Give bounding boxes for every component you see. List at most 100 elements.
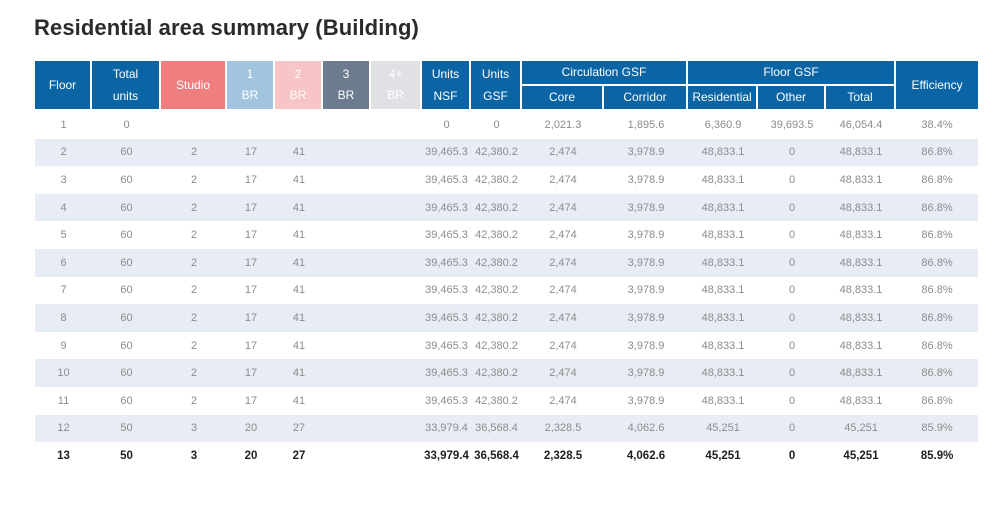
cell-corridor: 3,978.9 xyxy=(627,284,665,297)
table-row[interactable]: 4 60 2 17 41 39,465.3 42,380.2 2,474 3,978.9 48,8… xyxy=(35,193,979,222)
cell-units-nsf: 33,979.4 xyxy=(422,414,471,443)
cell-corridor: 3,978.9 xyxy=(627,339,665,352)
cell-1br: 20 xyxy=(227,442,275,471)
cell-efficiency: 86.8% xyxy=(896,138,979,167)
col-header-residential[interactable]: Residential xyxy=(688,86,759,111)
cell-units-gsf: 42,380.2 xyxy=(471,359,522,387)
cell-floor: 6 xyxy=(35,248,92,277)
col-header-units-gsf[interactable]: Units GSF xyxy=(471,61,522,111)
table-row[interactable]: 12 50 3 20 27 33,979.4 36,568.4 2,328.5 4,062.6 4… xyxy=(35,414,979,443)
col-header-floor[interactable]: Floor xyxy=(35,61,92,111)
cell-units-gsf: 36,568.4 xyxy=(471,442,522,471)
cell-residential: 48,833.1 xyxy=(688,193,759,222)
cell-units-nsf: 39,465.3 xyxy=(425,339,468,352)
cell-units-gsf: 42,380.2 xyxy=(471,138,522,167)
cell-floor: 7 xyxy=(60,284,67,297)
table-row[interactable]: 1 0 0 0 2,021.3 1,895.6 6,360.9 39,693.5 46,054.… xyxy=(35,111,978,139)
cell-floor: 2 xyxy=(35,138,92,167)
cell-units-nsf: 39,465.3 xyxy=(422,304,471,332)
cell-3br xyxy=(323,304,371,332)
cell-other: 0 xyxy=(788,173,796,186)
cell-1br: 17 xyxy=(227,304,275,332)
cell-corridor: 3,978.9 xyxy=(604,138,689,167)
cell-studio: 2 xyxy=(161,359,227,387)
col-header-2br-bottom: BR xyxy=(289,88,307,102)
col-header-1br[interactable]: 1 BR xyxy=(227,61,275,111)
cell-floor: 10 xyxy=(35,359,92,387)
cell-floor: 3 xyxy=(60,173,67,186)
col-header-corridor[interactable]: Corridor xyxy=(604,86,689,111)
cell-floor: 8 xyxy=(35,304,92,332)
cell-total-units: 60 xyxy=(92,359,161,387)
col-header-4plus-br[interactable]: 4+ BR xyxy=(371,61,422,111)
col-header-efficiency[interactable]: Efficiency xyxy=(896,61,979,111)
cell-2br: 27 xyxy=(275,414,323,443)
cell-core: 2,328.5 xyxy=(522,442,604,471)
cell-units-gsf: 42,380.2 xyxy=(475,394,518,407)
col-header-1br-bottom: BR xyxy=(241,88,259,102)
cell-total: 48,833.1 xyxy=(839,284,883,297)
cell-residential: 48,833.1 xyxy=(701,173,745,186)
col-header-2br[interactable]: 2 BR xyxy=(275,61,323,111)
cell-total: 48,833.1 xyxy=(839,394,883,407)
table-row[interactable]: 2 60 2 17 41 39,465.3 42,380.2 2,474 3,978.9 48,8… xyxy=(35,138,979,167)
residential-summary-table: Floor Total units Studio 1 BR 2 BR 3 BR 4+ B… xyxy=(35,61,979,471)
table-row[interactable]: 7 60 2 17 41 39,465.3 42,380.2 2,474 3,978.9 48,8… xyxy=(35,277,978,305)
col-header-total-units[interactable]: Total units xyxy=(92,61,161,111)
cell-units-nsf: 39,465.3 xyxy=(425,284,468,297)
cell-floor: 5 xyxy=(60,229,67,242)
cell-1br: 17 xyxy=(244,394,258,407)
cell-corridor: 3,978.9 xyxy=(604,359,689,387)
cell-3br xyxy=(323,414,371,443)
cell-3br xyxy=(323,111,371,139)
cell-units-nsf: 39,465.3 xyxy=(425,229,468,242)
cell-3br xyxy=(323,248,371,277)
cell-efficiency: 86.8% xyxy=(921,339,953,352)
table-row[interactable]: 5 60 2 17 41 39,465.3 42,380.2 2,474 3,978.9 48,8… xyxy=(35,221,978,249)
table-row[interactable]: 11 60 2 17 41 39,465.3 42,380.2 2,474 3,978.9 48,… xyxy=(35,387,978,415)
cell-4plus-br xyxy=(371,111,422,139)
cell-core: 2,328.5 xyxy=(522,414,604,443)
table-row[interactable]: 3 60 2 17 41 39,465.3 42,380.2 2,474 3,978.9 48,8… xyxy=(35,166,978,194)
cell-core: 2,474 xyxy=(522,138,604,167)
cell-4plus-br xyxy=(371,414,422,443)
cell-units-gsf: 0 xyxy=(493,118,500,131)
cell-studio: 2 xyxy=(161,193,227,222)
cell-studio: 2 xyxy=(190,229,198,242)
col-header-total-units-label: Total units xyxy=(112,67,139,103)
total-row[interactable]: 13 50 3 20 27 33,979.4 36,568.4 2,328.5 4,062.6 4… xyxy=(35,442,979,471)
cell-total-units: 0 xyxy=(123,118,130,131)
cell-efficiency: 86.8% xyxy=(896,193,979,222)
cell-2br: 41 xyxy=(292,229,306,242)
cell-core: 2,474 xyxy=(549,173,577,186)
table-row[interactable]: 9 60 2 17 41 39,465.3 42,380.2 2,474 3,978.9 48,8… xyxy=(35,332,978,360)
col-group-circulation-gsf[interactable]: Circulation GSF xyxy=(522,61,689,86)
cell-floor: 4 xyxy=(35,193,92,222)
cell-1br: 17 xyxy=(244,229,258,242)
col-header-total[interactable]: Total xyxy=(826,86,897,111)
cell-studio: 3 xyxy=(161,414,227,443)
cell-corridor: 3,978.9 xyxy=(627,229,665,242)
col-group-floor-gsf[interactable]: Floor GSF xyxy=(688,61,897,86)
cell-1br: 20 xyxy=(227,414,275,443)
table-row[interactable]: 6 60 2 17 41 39,465.3 42,380.2 2,474 3,978.9 48,8… xyxy=(35,248,979,277)
table-row[interactable]: 10 60 2 17 41 39,465.3 42,380.2 2,474 3,978.9 48,… xyxy=(35,359,979,387)
col-header-studio[interactable]: Studio xyxy=(161,61,227,111)
cell-residential: 45,251 xyxy=(688,414,759,443)
cell-3br xyxy=(323,387,371,415)
cell-1br: 17 xyxy=(227,248,275,277)
cell-efficiency: 86.8% xyxy=(921,394,953,407)
cell-total-units: 60 xyxy=(120,229,133,242)
cell-studio: 3 xyxy=(161,442,227,471)
cell-2br: 41 xyxy=(275,193,323,222)
col-header-core[interactable]: Core xyxy=(522,86,604,111)
col-header-3br[interactable]: 3 BR xyxy=(323,61,371,111)
cell-total: 46,054.4 xyxy=(839,118,883,131)
col-header-other[interactable]: Other xyxy=(758,86,827,111)
cell-total: 45,251 xyxy=(826,442,897,471)
cell-4plus-br xyxy=(371,359,422,387)
col-header-units-nsf[interactable]: Units NSF xyxy=(422,61,471,111)
cell-residential: 48,833.1 xyxy=(701,284,745,297)
table-row[interactable]: 8 60 2 17 41 39,465.3 42,380.2 2,474 3,978.9 48,8… xyxy=(35,304,979,332)
cell-total-units: 60 xyxy=(92,248,161,277)
